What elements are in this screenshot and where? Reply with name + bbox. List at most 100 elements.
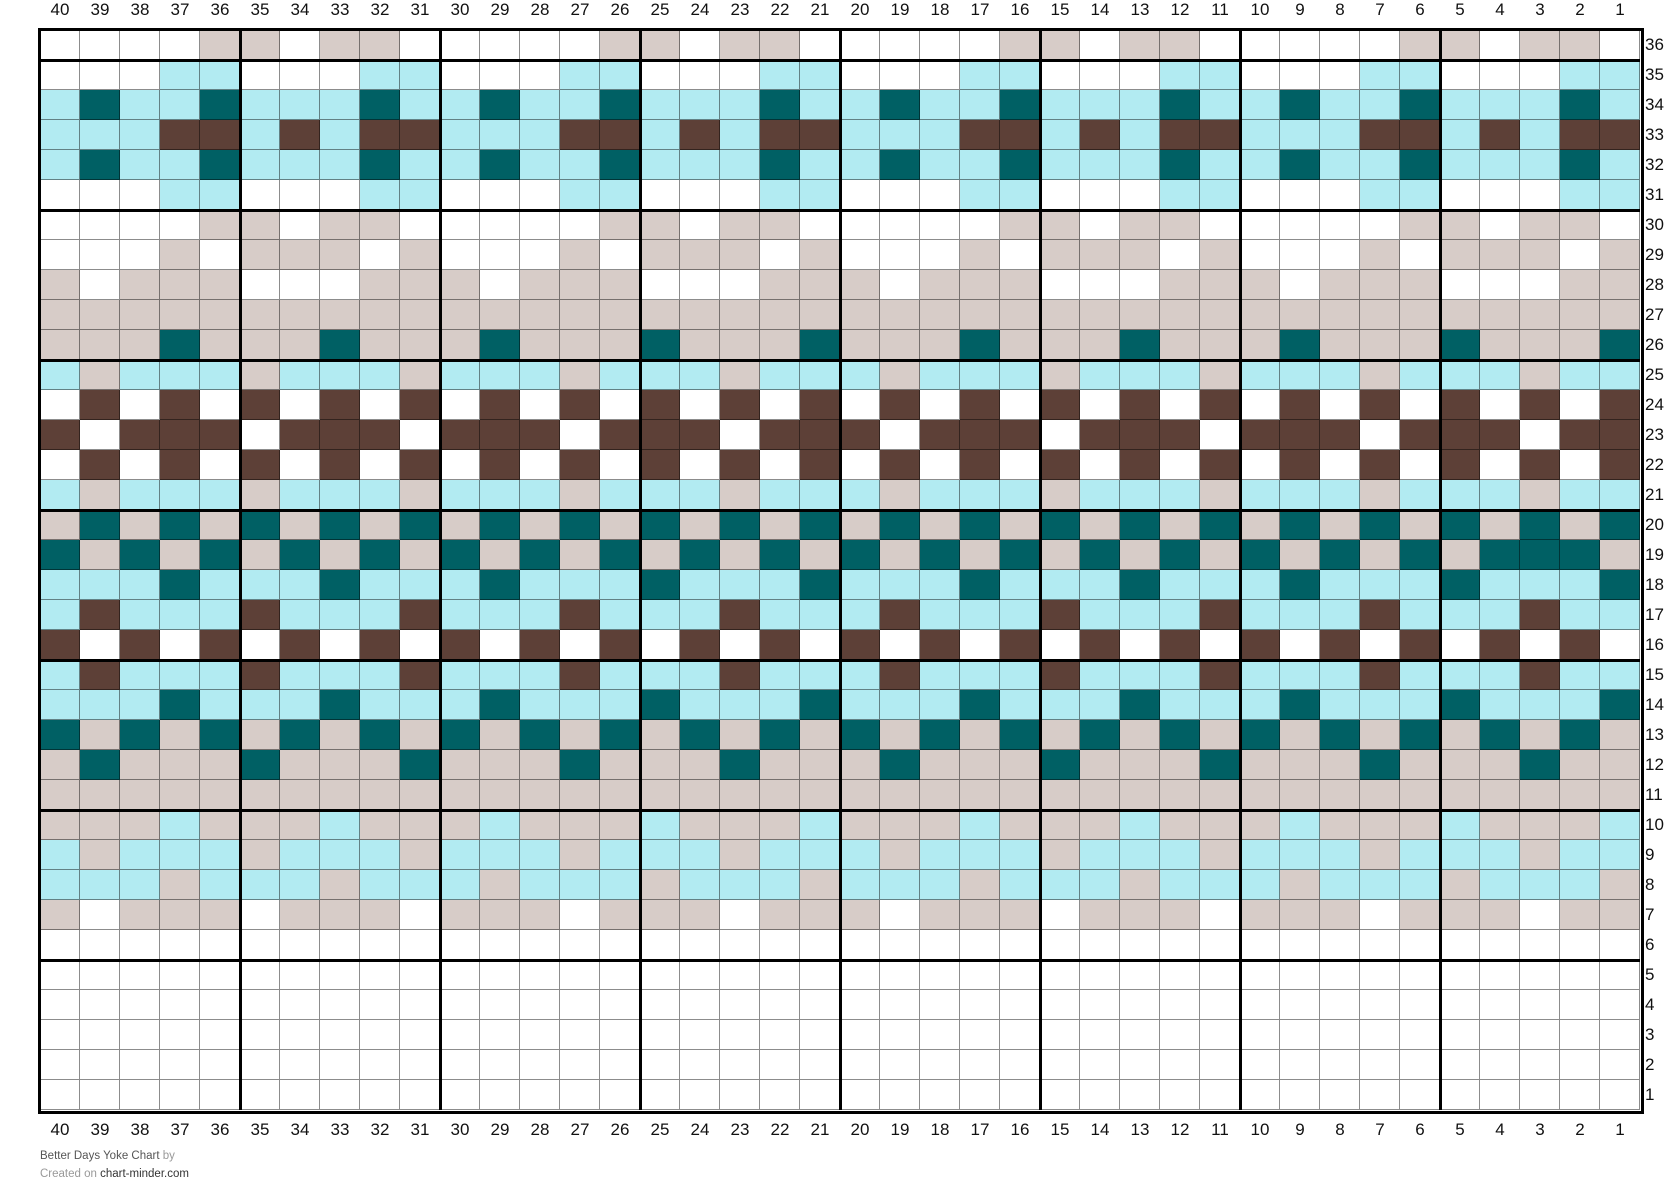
stitch-cell-r15-c18: [920, 660, 960, 690]
stitch-cell-r33-c32: [360, 120, 400, 150]
stitch-cell-r16-c35: [240, 630, 280, 660]
column-label: 22: [770, 1120, 790, 1139]
stitch-cell-r12-c2: [1560, 750, 1600, 780]
stitch-cell-r30-c29: [480, 210, 520, 240]
stitch-cell-r9-c13: [1120, 840, 1160, 870]
stitch-cell-r22-c19: [880, 450, 920, 480]
stitch-cell-r16-c32: [360, 630, 400, 660]
stitch-cell-r20-c11: [1200, 510, 1240, 540]
stitch-cell-r15-c13: [1120, 660, 1160, 690]
stitch-cell-r33-c31: [400, 120, 440, 150]
stitch-cell-r23-c40: [40, 420, 80, 450]
stitch-cell-r12-c39: [80, 750, 120, 780]
stitch-cell-r15-c24: [680, 660, 720, 690]
stitch-cell-r7-c14: [1080, 900, 1120, 930]
row-label: 4: [1645, 995, 1655, 1014]
stitch-cell-r6-c17: [960, 930, 1000, 960]
stitch-cell-r29-c34: [280, 240, 320, 270]
stitch-cell-r34-c28: [520, 90, 560, 120]
stitch-cell-r10-c7: [1360, 810, 1400, 840]
stitch-cell-r27-c22: [760, 300, 800, 330]
stitch-cell-r14-c7: [1360, 690, 1400, 720]
stitch-cell-r36-c35: [240, 30, 280, 60]
stitch-cell-r8-c27: [560, 870, 600, 900]
stitch-cell-r22-c12: [1160, 450, 1200, 480]
stitch-cell-r17-c18: [920, 600, 960, 630]
stitch-cell-r18-c15: [1040, 570, 1080, 600]
stitch-cell-r16-c18: [920, 630, 960, 660]
stitch-cell-r4-c1: [1600, 990, 1640, 1020]
stitch-cell-r28-c3: [1520, 270, 1560, 300]
stitch-cell-r12-c15: [1040, 750, 1080, 780]
stitch-cell-r35-c6: [1400, 60, 1440, 90]
stitch-cell-r18-c16: [1000, 570, 1040, 600]
stitch-cell-r1-c18: [920, 1080, 960, 1110]
stitch-cell-r30-c11: [1200, 210, 1240, 240]
stitch-cell-r2-c30: [440, 1050, 480, 1080]
stitch-cell-r7-c34: [280, 900, 320, 930]
stitch-cell-r6-c4: [1480, 930, 1520, 960]
stitch-cell-r31-c36: [200, 180, 240, 210]
stitch-cell-r21-c31: [400, 480, 440, 510]
stitch-cell-r23-c6: [1400, 420, 1440, 450]
stitch-cell-r19-c17: [960, 540, 1000, 570]
column-label: 19: [890, 0, 910, 19]
stitch-cell-r13-c4: [1480, 720, 1520, 750]
stitch-cell-r7-c5: [1440, 900, 1480, 930]
stitch-cell-r31-c6: [1400, 180, 1440, 210]
stitch-cell-r10-c28: [520, 810, 560, 840]
stitch-cell-r35-c26: [600, 60, 640, 90]
stitch-cell-r7-c11: [1200, 900, 1240, 930]
column-label: 10: [1250, 0, 1270, 19]
stitch-cell-r20-c7: [1360, 510, 1400, 540]
stitch-cell-r29-c17: [960, 240, 1000, 270]
stitch-cell-r25-c34: [280, 360, 320, 390]
stitch-cell-r32-c6: [1400, 150, 1440, 180]
footer-site-link[interactable]: chart-minder.com: [100, 1168, 189, 1180]
stitch-cell-r28-c36: [200, 270, 240, 300]
stitch-cell-r34-c6: [1400, 90, 1440, 120]
stitch-cell-r32-c39: [80, 150, 120, 180]
stitch-cell-r12-c22: [760, 750, 800, 780]
stitch-cell-r23-c21: [800, 420, 840, 450]
stitch-cell-r2-c26: [600, 1050, 640, 1080]
stitch-cell-r3-c37: [160, 1020, 200, 1050]
stitch-cell-r9-c3: [1520, 840, 1560, 870]
stitch-cell-r5-c28: [520, 960, 560, 990]
stitch-cell-r12-c17: [960, 750, 1000, 780]
row-label: 25: [1645, 365, 1664, 384]
stitch-cell-r1-c16: [1000, 1080, 1040, 1110]
stitch-cell-r34-c26: [600, 90, 640, 120]
stitch-cell-r9-c32: [360, 840, 400, 870]
stitch-cell-r3-c5: [1440, 1020, 1480, 1050]
stitch-cell-r33-c19: [880, 120, 920, 150]
stitch-cell-r21-c18: [920, 480, 960, 510]
stitch-cell-r13-c6: [1400, 720, 1440, 750]
stitch-cell-r13-c31: [400, 720, 440, 750]
stitch-cell-r27-c38: [120, 300, 160, 330]
stitch-cell-r17-c2: [1560, 600, 1600, 630]
stitch-cell-r24-c12: [1160, 390, 1200, 420]
stitch-cell-r29-c16: [1000, 240, 1040, 270]
stitch-cell-r8-c6: [1400, 870, 1440, 900]
stitch-cell-r31-c28: [520, 180, 560, 210]
column-label: 6: [1415, 1120, 1425, 1139]
stitch-cell-r36-c10: [1240, 30, 1280, 60]
stitch-cell-r4-c26: [600, 990, 640, 1020]
stitch-cell-r30-c31: [400, 210, 440, 240]
stitch-cell-r32-c5: [1440, 150, 1480, 180]
column-label: 10: [1250, 1120, 1270, 1139]
stitch-cell-r1-c37: [160, 1080, 200, 1110]
stitch-cell-r21-c3: [1520, 480, 1560, 510]
stitch-cell-r3-c17: [960, 1020, 1000, 1050]
column-label: 32: [370, 0, 390, 19]
stitch-cell-r14-c2: [1560, 690, 1600, 720]
stitch-cell-r5-c34: [280, 960, 320, 990]
stitch-cell-r14-c18: [920, 690, 960, 720]
stitch-cell-r15-c39: [80, 660, 120, 690]
stitch-cell-r24-c13: [1120, 390, 1160, 420]
stitch-cell-r22-c16: [1000, 450, 1040, 480]
stitch-cell-r32-c28: [520, 150, 560, 180]
stitch-cell-r8-c26: [600, 870, 640, 900]
stitch-cell-r29-c1: [1600, 240, 1640, 270]
